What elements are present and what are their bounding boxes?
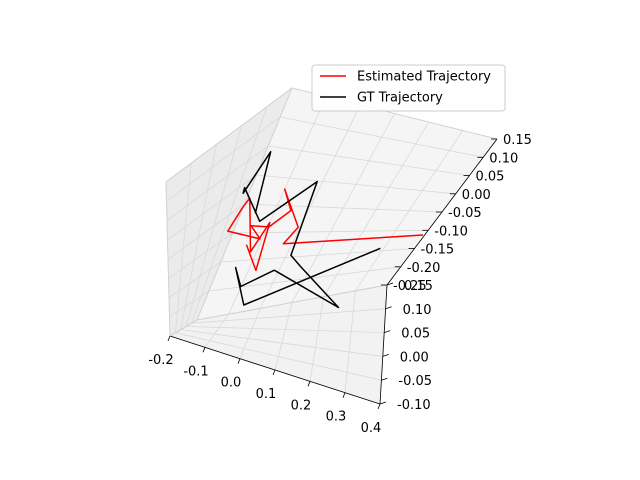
- tick-label-y: 0.00: [400, 350, 429, 365]
- tick-label-z: -0.20: [407, 261, 441, 276]
- legend-label-estimated: Estimated Trajectory: [357, 70, 491, 85]
- tick-mark-x: [237, 358, 241, 364]
- tick-mark-x: [167, 335, 171, 342]
- tick-mark-x: [307, 381, 311, 387]
- legend: Estimated Trajectory GT Trajectory: [311, 64, 506, 112]
- grid-line-x: [239, 308, 261, 359]
- tick-mark-x: [377, 403, 381, 410]
- tick-mark-y: [381, 377, 388, 381]
- grid-line-z: [280, 116, 484, 158]
- tick-mark-y: [379, 401, 387, 405]
- pane-edge: [196, 284, 388, 321]
- pane-edge: [165, 87, 293, 183]
- tick-label-x: 0.4: [361, 421, 382, 436]
- pane-edge: [169, 319, 198, 337]
- grid-line-x: [274, 302, 293, 371]
- grid-line-z: [166, 145, 269, 221]
- tick-label-z: 0.15: [503, 133, 532, 148]
- tick-label-x: 0.3: [326, 410, 347, 425]
- tick-label-z: -0.10: [434, 224, 468, 239]
- tick-mark-x: [272, 369, 276, 376]
- tick-label-z: -0.15: [421, 243, 455, 258]
- grid-line-z: [168, 232, 233, 279]
- tick-label-y: 0.15: [404, 279, 433, 294]
- grid-line-y: [175, 332, 382, 381]
- grid-line-z: [166, 116, 281, 202]
- tick-label-y: -0.10: [397, 398, 431, 413]
- grid-line-z: [169, 290, 210, 318]
- tick-label-z: -0.05: [448, 206, 482, 221]
- tick-label-z: -0.25: [393, 279, 427, 294]
- grid-line-z: [268, 145, 470, 176]
- legend-box: [311, 64, 506, 112]
- grid-line-z: [220, 248, 415, 263]
- axis-ticks: -0.2 -0.1 0.0 0.1 0.2 0.3 0.4 -0.10 -0.05 0.00 0.0…: [148, 133, 532, 436]
- grid-line-y: [180, 329, 383, 357]
- tick-label-y: -0.05: [398, 374, 432, 389]
- grid-line-x: [309, 296, 325, 382]
- tick-label-z: 0.00: [462, 188, 491, 203]
- tick-label-x: 0.2: [291, 398, 312, 413]
- axis-panes: [165, 86, 498, 405]
- tick-label-z: 0.10: [489, 151, 518, 166]
- grid-line-y: [186, 326, 385, 333]
- grid-line-z: [232, 229, 429, 234]
- series-line-estimated: [227, 188, 424, 272]
- grid-line-z: [167, 203, 245, 260]
- tick-mark-y: [382, 354, 389, 357]
- tick-mark-y: [384, 330, 391, 333]
- series-layer: [227, 150, 424, 309]
- tick-label-x: -0.2: [148, 353, 173, 368]
- tick-label-y: 0.10: [403, 303, 432, 318]
- tick-mark-y: [386, 282, 394, 286]
- grid-line-z: [167, 174, 257, 241]
- grid-line-z: [256, 174, 456, 195]
- tick-label-y: 0.05: [401, 327, 430, 342]
- grid-line-x: [344, 290, 356, 393]
- legend-label-gt: GT Trajectory: [357, 91, 443, 106]
- series-line-gt: [234, 150, 381, 309]
- y-axis-line: [379, 284, 388, 405]
- grid-line-y: [191, 308, 386, 324]
- tick-mark-x: [202, 347, 206, 353]
- tick-mark-y: [385, 306, 392, 310]
- grid-line-z: [244, 203, 443, 213]
- tick-label-x: 0.1: [256, 387, 277, 402]
- grid-lines: [165, 87, 498, 405]
- grid-line-x: [204, 313, 230, 348]
- tick-label-x: -0.1: [183, 364, 208, 379]
- tick-mark-x: [342, 392, 346, 398]
- tick-label-x: 0.0: [221, 376, 242, 391]
- grid-line-z: [168, 261, 222, 298]
- tick-label-z: 0.05: [476, 170, 505, 185]
- pane-edge: [165, 181, 171, 337]
